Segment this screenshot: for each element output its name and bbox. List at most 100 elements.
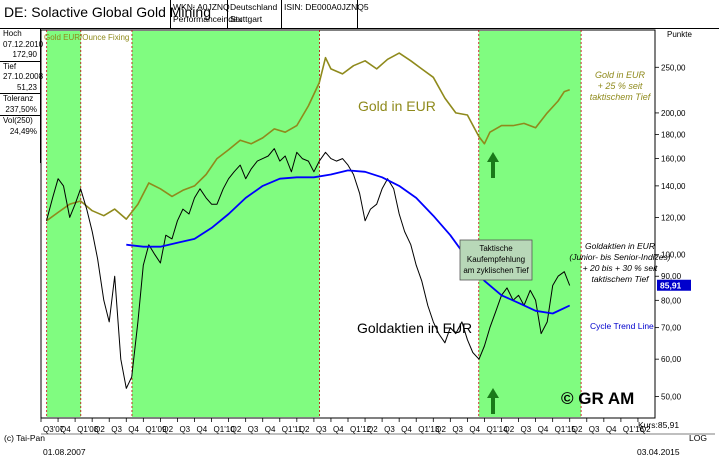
y-tick-label: 100,00 <box>661 251 686 260</box>
x-tick-label: Q4 <box>538 425 549 434</box>
log-scale-label: LOG <box>689 433 707 443</box>
gold-note-line: + 25 % seit <box>598 81 643 91</box>
recommendation-box <box>459 239 533 281</box>
stat-high-value: 172,90 <box>12 50 37 59</box>
x-tick-label: Q4 <box>60 425 71 434</box>
buy-arrow-icon <box>487 388 499 414</box>
x-tick-label: Q2 <box>299 425 310 434</box>
country-label: Deutschland <box>230 2 278 12</box>
x-tick-label: Q3 <box>179 425 190 434</box>
x-tick-label: Q3 <box>316 425 327 434</box>
header-divider <box>227 0 228 28</box>
isin-label: ISIN: DE000A0JZNQ5 <box>284 2 369 12</box>
x-tick-label: Q2 <box>504 425 515 434</box>
shaded-period <box>478 31 582 417</box>
chart-header: DE: Solactive Global Gold Mining WKN: A0… <box>0 0 719 29</box>
y-tick-label: 140,00 <box>661 182 686 191</box>
stat-tolerance-label: Toleranz <box>0 93 40 105</box>
end-date: 03.04.2015 <box>637 447 680 457</box>
chart-title: DE: Solactive Global Gold Mining <box>4 4 211 20</box>
miners-series-label: Goldaktien in EUR <box>357 320 472 336</box>
stat-volatility-value: 24,49% <box>9 126 37 136</box>
gold-note-line: Gold in EUR <box>595 70 646 80</box>
index-type-label: Performanceindex <box>173 14 242 24</box>
y-tick-label: 60,00 <box>661 355 682 364</box>
x-tick-label: Q4 <box>401 425 412 434</box>
miners-note-line: (Junior- bis Senior-Indizes) <box>569 252 670 262</box>
y-tick-label: 120,00 <box>661 213 686 222</box>
current-value-flag <box>657 279 691 291</box>
y-tick-label: 160,00 <box>661 155 686 164</box>
x-tick-label: Q1'11 <box>282 425 303 434</box>
gold-series-label: Gold in EUR <box>358 98 436 114</box>
x-tick-label: Q2 <box>640 425 651 434</box>
stat-low-label: Tief <box>0 60 40 73</box>
x-tick-label: Q1'08 <box>77 425 99 434</box>
wkn-label: WKN: A0JZNQ <box>173 2 230 12</box>
miners-note-line: Goldaktien in EUR <box>585 241 655 251</box>
recommendation-line: Kaufempfehlung <box>467 255 525 264</box>
copyright-label: © GR AM <box>561 389 634 408</box>
close-value-label: Kurs:85,91 <box>638 420 680 430</box>
stat-low-value: 51,23 <box>16 82 37 92</box>
current-value-label: 85,91 <box>660 281 682 291</box>
x-tick-label: Q3 <box>111 425 122 434</box>
x-tick-label: Q2 <box>162 425 173 434</box>
y-tick-label: 80,00 <box>661 296 682 305</box>
shaded-period <box>131 31 320 417</box>
exchange-label: Stuttgart <box>230 14 263 24</box>
stat-high-label: Hoch <box>3 29 22 38</box>
y-tick-label: 90,00 <box>661 272 682 281</box>
y-tick-label: 70,00 <box>661 324 682 333</box>
x-tick-label: Q1'16 <box>623 425 645 434</box>
x-tick-label: Q2 <box>94 425 105 434</box>
x-tick-label: Q4 <box>128 425 139 434</box>
y-tick-label: 180,00 <box>661 130 686 139</box>
x-tick-label: Q1'13 <box>418 425 440 434</box>
x-tick-label: Q3 <box>384 425 395 434</box>
trend-line-label: Cycle Trend Line <box>590 321 654 331</box>
header-divider <box>281 0 282 28</box>
x-tick-label: Q1'09 <box>145 425 167 434</box>
stat-low-date: 27.10.2008 <box>3 72 44 81</box>
header-divider <box>170 0 171 28</box>
recommendation-line: am zyklischen Tief <box>463 266 529 275</box>
x-tick-label: Q4 <box>469 425 480 434</box>
x-tick-label: Q1'15 <box>555 425 577 434</box>
x-tick-label: Q2 <box>435 425 446 434</box>
y-axis-unit: Punkte <box>667 30 692 39</box>
stat-tolerance-value: 237,50% <box>5 104 37 114</box>
x-tick-label: Q3 <box>452 425 463 434</box>
taipan-credit: (c) Tai-Pan <box>4 433 45 443</box>
y-tick-label: 50,00 <box>661 392 682 401</box>
x-tick-label: Q1'12 <box>350 425 372 434</box>
gold-note-line: taktischem Tief <box>590 92 652 102</box>
buy-arrow-icon <box>487 152 499 178</box>
x-tick-label: Q2 <box>367 425 378 434</box>
recommendation-line: Taktische <box>479 244 513 253</box>
stats-sidebar: Hoch 07.12.2010 172,90 Tief 27.10.2008 5… <box>0 29 44 163</box>
x-tick-label: Q4 <box>265 425 276 434</box>
x-tick-label: Q3 <box>521 425 532 434</box>
stat-high-date: 07.12.2010 <box>3 39 44 49</box>
x-tick-label: Q3 <box>248 425 259 434</box>
x-tick-label: Q4 <box>333 425 344 434</box>
series-line <box>46 148 571 389</box>
shaded-period <box>46 31 81 417</box>
x-tick-label: Q2 <box>231 425 242 434</box>
header-divider <box>357 0 358 28</box>
miners-note-line: taktischem Tief <box>591 274 650 284</box>
legend-gold: Gold EUR/Ounce Fixing <box>44 33 129 42</box>
x-tick-label: Q3 <box>589 425 600 434</box>
x-tick-label: Q4 <box>606 425 617 434</box>
stat-volatility-label: Vol(250) <box>0 115 40 127</box>
start-date: 01.08.2007 <box>43 447 86 457</box>
y-tick-label: 200,00 <box>661 109 686 118</box>
x-tick-label: Q2 <box>572 425 583 434</box>
series-line <box>46 52 570 222</box>
miners-note-line: + 20 bis + 30 % seit <box>583 263 658 273</box>
x-tick-label: Q3'07 <box>43 425 65 434</box>
x-tick-label: Q4 <box>197 425 208 434</box>
series-line <box>126 169 571 315</box>
